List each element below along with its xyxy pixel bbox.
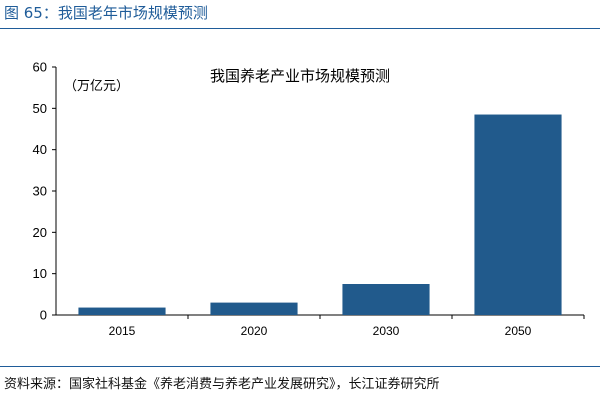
y-tick-label: 50 bbox=[33, 101, 47, 116]
y-tick-label: 20 bbox=[33, 225, 47, 240]
bar-2015 bbox=[78, 307, 166, 315]
x-tick-label: 2015 bbox=[109, 324, 136, 338]
source-note: 资料来源：国家社科基金《养老消费与养老产业发展研究》，长江证券研究所 bbox=[4, 377, 440, 392]
y-tick-label: 40 bbox=[33, 142, 47, 157]
x-tick-label: 2020 bbox=[241, 324, 268, 338]
top-divider bbox=[0, 28, 600, 29]
bar-2030 bbox=[342, 284, 430, 315]
y-axis-label: （万亿元） bbox=[64, 79, 129, 94]
x-tick-label: 2030 bbox=[373, 324, 400, 338]
figure-title: 图 65：我国老年市场规模预测 bbox=[4, 4, 208, 22]
y-tick-label: 10 bbox=[33, 266, 47, 281]
y-tick-label: 0 bbox=[40, 308, 47, 323]
bottom-divider bbox=[0, 366, 600, 367]
chart-title: 我国养老产业市场规模预测 bbox=[210, 67, 390, 85]
x-tick-label: 2050 bbox=[505, 324, 532, 338]
chart-bars bbox=[78, 114, 562, 316]
y-tick-label: 60 bbox=[33, 60, 47, 75]
y-tick-label: 30 bbox=[33, 184, 47, 199]
bar-2050 bbox=[474, 114, 562, 316]
bar-2020 bbox=[210, 302, 298, 315]
